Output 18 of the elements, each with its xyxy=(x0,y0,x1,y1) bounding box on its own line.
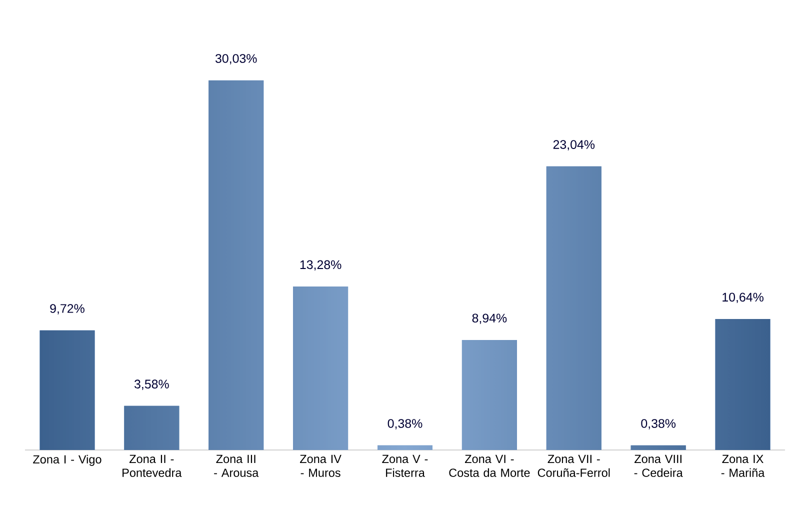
x-tick-label: Zona IX - Mariña xyxy=(721,454,765,477)
x-tick-label: Zona VII - Coruña-Ferrol xyxy=(538,454,610,477)
data-label: 10,64% xyxy=(722,292,764,304)
x-tick-label: Zona V - Fisterra xyxy=(382,454,428,477)
x-tick-label: Zona III - Arousa xyxy=(214,454,259,477)
data-label: 23,04% xyxy=(553,140,595,150)
data-label: 30,03% xyxy=(215,54,257,64)
data-label: 0,38% xyxy=(641,419,676,430)
x-tick-label: Zona I - Vigo xyxy=(33,454,102,466)
data-label: 0,38% xyxy=(388,419,422,430)
data-label: 9,72% xyxy=(50,304,84,314)
data-label: 13,28% xyxy=(300,260,342,271)
x-tick-label: Zona VIII - Cedeira xyxy=(634,454,683,477)
x-tick-label: Zona VI - Costa da Morte xyxy=(449,454,530,477)
x-tick-label: Zona IV - Muros xyxy=(300,454,342,477)
data-label: 3,58% xyxy=(134,380,169,390)
x-tick-label: Zona II - Pontevedra xyxy=(122,454,182,477)
data-label: 8,94% xyxy=(472,314,507,324)
